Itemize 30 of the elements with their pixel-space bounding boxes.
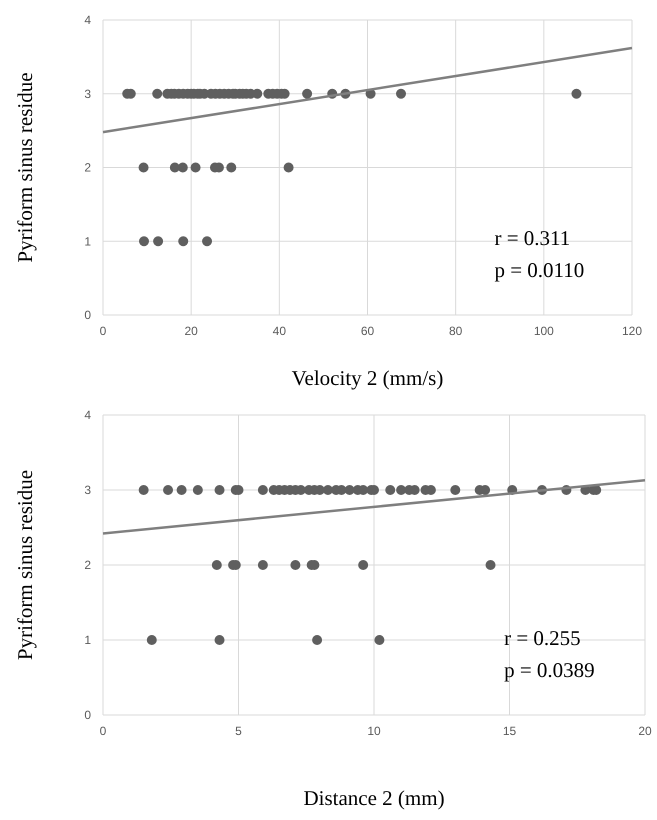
x-tick-label: 120 <box>622 324 642 338</box>
y-axis-title: Pyriform sinus residue <box>13 470 37 660</box>
y-tick-label: 0 <box>84 308 92 322</box>
x-axis-title: Velocity 2 (mm/s) <box>292 366 444 390</box>
x-tick-label: 0 <box>100 724 107 738</box>
x-tick-label: 20 <box>638 724 652 738</box>
annotation: r = 0.255 <box>504 626 581 650</box>
y-tick-label: 3 <box>84 86 92 101</box>
annotation: r = 0.311 <box>494 226 570 250</box>
y-tick-label: 0 <box>84 708 92 722</box>
x-tick-label: 0 <box>100 324 107 338</box>
y-tick-label: 3 <box>84 483 92 498</box>
x-tick-label: 60 <box>360 324 374 338</box>
annotation: p = 0.0110 <box>494 258 584 282</box>
y-tick-label: 4 <box>84 13 92 28</box>
y-tick-label: 1 <box>84 234 92 248</box>
y-tick-label: 2 <box>84 558 92 572</box>
y-tick-label: 4 <box>84 408 92 422</box>
y-tick-label: 1 <box>84 633 92 648</box>
x-tick-label: 80 <box>448 324 463 338</box>
x-tick-label: 10 <box>367 724 381 738</box>
y-axis-title: Pyriform sinus residue <box>13 72 37 263</box>
x-tick-label: 40 <box>272 324 286 338</box>
x-tick-label: 5 <box>235 724 242 738</box>
x-tick-label: 20 <box>184 324 198 338</box>
x-tick-label: 100 <box>534 324 554 338</box>
x-axis-title: Distance 2 (mm) <box>303 786 445 810</box>
x-tick-label: 15 <box>502 724 516 738</box>
annotation: p = 0.0389 <box>504 658 595 682</box>
y-tick-label: 2 <box>84 160 92 175</box>
